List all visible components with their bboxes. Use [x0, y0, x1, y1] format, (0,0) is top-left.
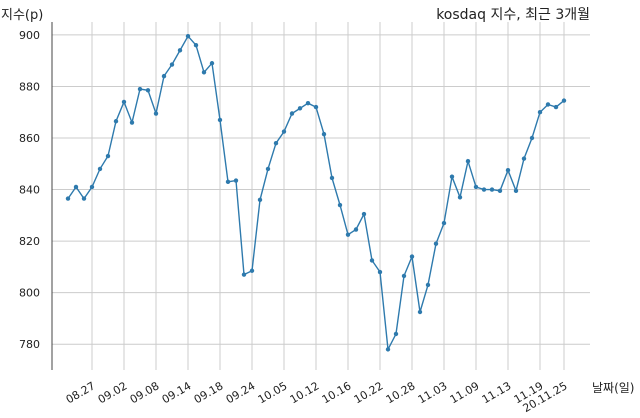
- data-point: [161, 73, 167, 79]
- y-tick-label: 900: [19, 29, 40, 42]
- x-tick-label: 08.27: [64, 379, 98, 406]
- data-point: [369, 258, 375, 263]
- y-tick-label: 840: [19, 184, 40, 197]
- data-point: [417, 309, 423, 315]
- y-tick-labels: 780 800 820 840 860 880 900: [19, 29, 40, 351]
- data-point: [257, 197, 263, 203]
- y-tick-label: 880: [19, 80, 40, 93]
- data-point: [353, 227, 359, 232]
- data-point: [393, 331, 399, 337]
- data-point: [121, 99, 127, 105]
- data-point: [129, 120, 135, 125]
- data-point: [305, 101, 311, 106]
- x-axis-label: 날짜(일): [592, 381, 634, 395]
- data-point: [193, 43, 199, 48]
- y-tick-label: 800: [19, 287, 40, 300]
- x-tick-label: 09.24: [224, 379, 258, 406]
- data-point: [217, 117, 223, 123]
- data-point: [561, 98, 567, 103]
- data-point: [249, 268, 255, 273]
- x-tick-label: 09.08: [128, 379, 162, 406]
- data-point: [441, 220, 447, 226]
- x-tick-label: 09.02: [96, 379, 130, 406]
- data-point: [169, 62, 175, 67]
- data-point: [97, 166, 103, 172]
- data-point: [505, 168, 511, 173]
- data-point: [313, 104, 319, 110]
- data-point: [297, 106, 303, 111]
- data-point: [521, 156, 527, 161]
- data-point: [409, 254, 415, 259]
- data-point: [105, 153, 111, 159]
- data-point: [233, 178, 239, 183]
- data-point: [89, 184, 95, 190]
- data-point: [225, 179, 231, 185]
- data-point: [537, 110, 543, 115]
- data-point: [241, 272, 247, 277]
- data-point: [385, 347, 391, 352]
- data-point: [185, 33, 191, 39]
- y-tick-label: 780: [19, 338, 40, 351]
- data-point: [433, 241, 439, 246]
- data-point: [449, 174, 455, 179]
- data-point: [497, 188, 503, 194]
- x-tick-label: 10.22: [352, 379, 386, 406]
- data-point: [113, 119, 119, 124]
- data-point: [265, 166, 271, 172]
- data-point: [281, 129, 287, 134]
- data-point: [289, 111, 295, 116]
- grid: [52, 22, 590, 370]
- data-point: [345, 232, 351, 237]
- data-point: [545, 102, 551, 107]
- x-tick-label: 11.09: [448, 379, 482, 406]
- y-tick-label: 820: [19, 235, 40, 248]
- x-tick-label: 11.13: [480, 379, 514, 406]
- data-point: [209, 61, 215, 66]
- data-point: [473, 184, 479, 190]
- data-point: [153, 111, 159, 116]
- data-point: [273, 140, 279, 146]
- data-point: [145, 88, 151, 93]
- data-point: [361, 211, 367, 217]
- series: [65, 33, 567, 352]
- x-tick-label: 10.16: [320, 379, 354, 406]
- data-point: [401, 273, 407, 279]
- data-point: [481, 187, 487, 192]
- chart-title: kosdaq 지수, 최근 3개월: [436, 7, 590, 23]
- x-tick-labels: 08.2709.0209.0809.1409.1809.2410.0510.12…: [64, 379, 570, 415]
- x-tick-label: 09.14: [160, 379, 194, 406]
- data-point: [81, 196, 87, 201]
- data-point: [177, 48, 183, 53]
- data-point: [329, 175, 335, 181]
- data-point: [321, 131, 327, 137]
- y-axis-label: 지수(p): [1, 8, 43, 23]
- data-point: [489, 187, 495, 192]
- y-tick-label: 860: [19, 132, 40, 145]
- data-point: [425, 282, 431, 288]
- data-point: [65, 196, 71, 201]
- x-tick-label: 10.05: [256, 379, 290, 406]
- data-point: [73, 184, 79, 190]
- x-tick-label: 09.18: [192, 379, 226, 406]
- data-point: [529, 135, 535, 141]
- data-point: [137, 86, 143, 92]
- x-tick-label: 10.28: [384, 379, 418, 406]
- data-point: [201, 70, 207, 75]
- data-point: [457, 195, 463, 200]
- data-point: [513, 188, 519, 194]
- data-point: [337, 202, 343, 208]
- data-point: [465, 159, 471, 164]
- x-tick-label: 11.03: [416, 379, 450, 406]
- data-point: [553, 104, 559, 110]
- x-tick-label: 10.12: [288, 379, 322, 406]
- data-point: [377, 269, 383, 275]
